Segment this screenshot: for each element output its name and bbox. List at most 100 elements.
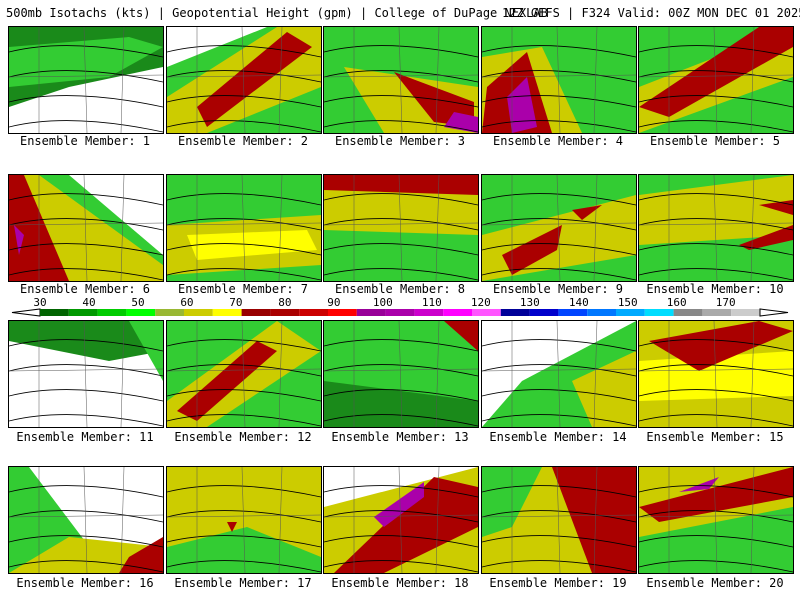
- header: 500mb Isotachs (kts) | Geopotential Heig…: [0, 0, 800, 24]
- height-contour: [324, 339, 478, 352]
- member-caption: Ensemble Member: 3: [334, 134, 466, 148]
- height-contour: [324, 560, 478, 573]
- state-boundaries: [639, 321, 793, 427]
- wind-field-15: [639, 321, 793, 427]
- height-contour: [9, 120, 163, 133]
- state-boundaries: [639, 175, 793, 281]
- member-caption: Ensemble Member: 10: [646, 282, 784, 296]
- colorbar-tick-label: 70: [229, 296, 242, 309]
- colorbar-legend: 30 40 50 60 70 80 90 100 110 120 130 140 150 160 170: [0, 296, 800, 320]
- colorbar-svg: 30 40 50 60 70 80 90 100 110 120 130 140 150 160 170: [11, 296, 789, 317]
- height-contour: [639, 193, 793, 206]
- height-contour: [482, 218, 636, 231]
- wind-field-2: [167, 27, 321, 133]
- state-boundaries: [167, 175, 321, 281]
- ensemble-map-1: [8, 26, 164, 134]
- height-contour: [167, 95, 321, 108]
- height-contour: [639, 95, 793, 108]
- isotach-band: [507, 77, 537, 133]
- height-contour: [482, 364, 636, 377]
- colorbar-tick-label: 60: [180, 296, 193, 309]
- state-boundaries: [639, 467, 793, 573]
- wind-field-7: [167, 175, 321, 281]
- height-contour: [639, 510, 793, 523]
- height-contour: [167, 120, 321, 133]
- height-contour: [324, 485, 478, 498]
- height-contour: [324, 414, 478, 427]
- colorbar-tick-label: 50: [131, 296, 144, 309]
- colorbar-tick-label: 140: [569, 296, 589, 309]
- member-caption: Ensemble Member: 14: [489, 430, 627, 444]
- height-contour: [324, 45, 478, 58]
- ensemble-map-6: [8, 174, 164, 282]
- height-contour: [9, 45, 163, 58]
- height-contour: [482, 243, 636, 256]
- colorbar-max-arrow: [759, 308, 789, 317]
- isotach-band: [639, 467, 793, 522]
- height-contour: [9, 414, 163, 427]
- colorbar-swatch: [443, 309, 472, 316]
- isotach-band: [119, 537, 163, 573]
- state-boundaries: [9, 321, 163, 427]
- colorbar-swatch: [673, 309, 703, 316]
- member-caption: Ensemble Member: 12: [174, 430, 312, 444]
- isotach-band: [759, 200, 793, 215]
- isotach-band: [129, 321, 163, 381]
- ensemble-map-18: [323, 466, 479, 574]
- colorbar-swatch: [356, 309, 386, 316]
- colorbar-min-arrow: [11, 308, 41, 317]
- height-contour: [639, 389, 793, 402]
- height-contour: [639, 218, 793, 231]
- height-contour: [482, 485, 636, 498]
- height-contour: [9, 485, 163, 498]
- isotach-band: [639, 351, 793, 401]
- colorbar-swatch: [702, 309, 732, 316]
- ensemble-map-20: [638, 466, 794, 574]
- state-boundaries: [482, 27, 636, 133]
- ensemble-map-2: [166, 26, 322, 134]
- ensemble-map-7: [166, 174, 322, 282]
- height-contour: [639, 560, 793, 573]
- height-contour: [167, 535, 321, 548]
- colorbar-swatch: [68, 309, 98, 316]
- height-contour: [9, 193, 163, 206]
- colorbar-swatch: [40, 309, 69, 316]
- colorbar-swatch: [126, 309, 156, 316]
- ensemble-map-17: [166, 466, 322, 574]
- height-contour: [639, 364, 793, 377]
- height-contour: [9, 218, 163, 231]
- isotach-band: [374, 482, 424, 527]
- height-contour: [482, 120, 636, 133]
- colorbar-tick-label: 110: [422, 296, 442, 309]
- height-contour: [167, 339, 321, 352]
- wind-field-4: [482, 27, 636, 133]
- ensemble-map-10: [638, 174, 794, 282]
- member-caption: Ensemble Member: 16: [16, 576, 154, 590]
- colorbar-tick-label: 150: [618, 296, 638, 309]
- height-contour: [324, 70, 478, 83]
- colorbar-swatch: [558, 309, 588, 316]
- height-contour: [167, 218, 321, 231]
- isotach-band: [739, 225, 793, 250]
- height-contour: [9, 535, 163, 548]
- isotach-band: [9, 37, 163, 87]
- wind-field-1: [9, 27, 163, 133]
- ensemble-map-15: [638, 320, 794, 428]
- height-contour: [482, 389, 636, 402]
- height-contour: [639, 485, 793, 498]
- colorbar-tick-label: 120: [471, 296, 491, 309]
- height-contour: [324, 389, 478, 402]
- member-caption: Ensemble Member: 6: [19, 282, 151, 296]
- colorbar-swatch: [328, 309, 357, 316]
- height-contour: [9, 70, 163, 83]
- wind-field-10: [639, 175, 793, 281]
- colorbar-swatch: [500, 309, 530, 316]
- height-contour: [167, 485, 321, 498]
- member-caption: Ensemble Member: 2: [177, 134, 309, 148]
- ensemble-map-16: [8, 466, 164, 574]
- wind-field-20: [639, 467, 793, 573]
- state-boundaries: [324, 321, 478, 427]
- height-contour: [639, 243, 793, 256]
- height-contour: [167, 389, 321, 402]
- colorbar-tick-label: 90: [327, 296, 340, 309]
